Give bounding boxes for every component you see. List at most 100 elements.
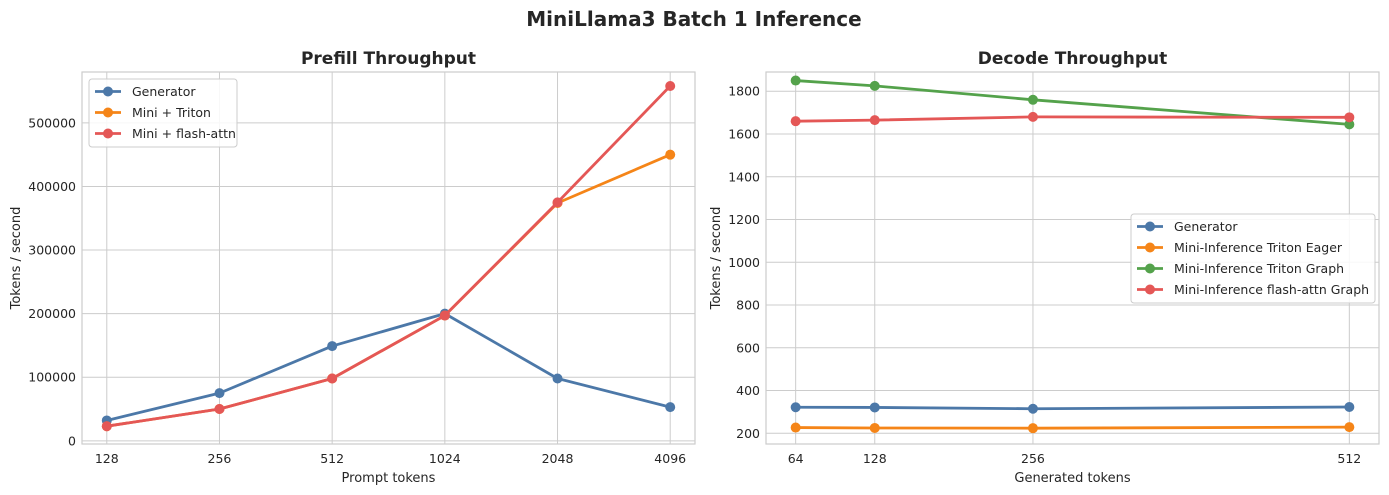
data-point	[552, 373, 563, 384]
series-mini-inference-triton-graph	[790, 75, 1355, 130]
series-line	[794, 425, 1351, 430]
data-point	[790, 422, 801, 433]
series-generator	[101, 308, 676, 426]
legend-label: Generator	[1174, 219, 1238, 234]
x-tick-label: 2048	[542, 451, 574, 466]
legend-entry: Mini + Triton	[95, 105, 211, 120]
plot-frame	[81, 71, 696, 445]
grid	[766, 72, 1379, 444]
legend-label: Mini-Inference Triton Eager	[1174, 240, 1343, 255]
y-tick-label: 1000	[728, 255, 760, 270]
legend-marker	[103, 86, 113, 97]
data-point	[327, 341, 338, 352]
legend-entry: Generator	[1137, 219, 1238, 234]
data-point	[665, 402, 676, 413]
legend-entry: Mini-Inference Triton Eager	[1137, 240, 1343, 255]
data-point	[869, 402, 880, 413]
x-tick-label: 1024	[429, 451, 461, 466]
legend-marker	[1145, 263, 1155, 274]
decode-throughput-chart: 64 128 256 512 200 400 600 800 1000 1200 1400 1600 1…	[709, 49, 1380, 486]
y-tick-label: 600	[736, 340, 760, 355]
series-line	[794, 405, 1351, 411]
x-tick-label: 512	[320, 451, 344, 466]
legend-box	[1130, 213, 1376, 304]
x-axis-label: Generated tokens	[1014, 471, 1130, 486]
series-mini-triton	[101, 149, 676, 432]
x-tick-label: 256	[208, 451, 232, 466]
plot-frame	[765, 71, 1380, 445]
y-tick-label: 100000	[28, 370, 76, 385]
legend-marker	[103, 128, 113, 139]
figure-title: MiniLlama3 Batch 1 Inference	[526, 7, 861, 31]
data-point	[790, 116, 801, 127]
legend-label: Mini-Inference flash-attn Graph	[1174, 282, 1369, 297]
x-tick-label: 4096	[654, 451, 686, 466]
series-line	[105, 312, 672, 422]
y-tick-label: 0	[68, 433, 76, 448]
x-tick-label: 128	[95, 451, 119, 466]
legend-entry: Mini-Inference flash-attn Graph	[1137, 282, 1369, 297]
y-tick-label: 200000	[28, 306, 76, 321]
data-point	[1027, 403, 1038, 414]
x-axis-label: Prompt tokens	[342, 471, 436, 486]
y-tick-label: 400000	[28, 179, 76, 194]
y-tick-label: 1600	[728, 127, 760, 142]
series-mini-inference-flash-attn-graph	[790, 111, 1355, 127]
legend-marker	[1145, 221, 1155, 232]
y-tick-label: 300000	[28, 243, 76, 258]
series-line	[794, 79, 1351, 126]
data-point	[1027, 94, 1038, 105]
data-point	[1027, 111, 1038, 122]
data-point	[327, 373, 338, 384]
data-point	[552, 197, 563, 208]
legend-marker	[103, 107, 113, 118]
series-line	[105, 84, 672, 428]
legend-label: Mini + Triton	[132, 105, 211, 120]
legend-label: Mini-Inference Triton Graph	[1174, 261, 1344, 276]
y-tick-label: 800	[736, 298, 760, 313]
legend-entry: Mini-Inference Triton Graph	[1137, 261, 1344, 276]
data-point	[790, 402, 801, 413]
series-mini-inference-triton-eager	[790, 422, 1355, 434]
data-point	[1344, 422, 1355, 433]
legend-box	[88, 78, 238, 148]
y-tick-label: 1200	[728, 212, 760, 227]
series-generator	[790, 402, 1355, 414]
data-point	[869, 80, 880, 91]
series-line	[794, 115, 1351, 123]
data-point	[1027, 423, 1038, 434]
prefill-throughput-chart: 128 256 512 1024 2048 4096 0 100000 200000 300000…	[9, 49, 696, 486]
y-axis-label: Tokens / second	[709, 207, 724, 311]
data-point	[214, 404, 225, 415]
y-tick-label: 1800	[728, 84, 760, 99]
data-point	[439, 310, 450, 321]
data-point	[665, 80, 676, 91]
chart-title: Decode Throughput	[978, 49, 1168, 69]
data-point	[869, 422, 880, 433]
data-point	[214, 388, 225, 399]
legend: Generator Mini-Inference Triton Eager Mini…	[1130, 213, 1376, 304]
data-point	[1344, 119, 1355, 130]
data-point	[790, 75, 801, 86]
chart-title: Prefill Throughput	[301, 49, 476, 69]
data-point	[665, 149, 676, 160]
y-tick-label: 200	[736, 426, 760, 441]
legend-entry: Mini + flash-attn	[95, 126, 236, 141]
legend-label: Mini + flash-attn	[132, 126, 236, 141]
legend-entry: Generator	[95, 84, 196, 99]
legend: Generator Mini + Triton Mini + flash-attn	[88, 78, 238, 148]
x-tick-label: 128	[863, 451, 887, 466]
y-axis-label: Tokens / second	[9, 207, 24, 311]
legend-label: Generator	[132, 84, 196, 99]
series-mini-flash-attn	[101, 80, 676, 432]
y-tick-label: 500000	[28, 115, 76, 130]
legend-marker	[1145, 284, 1155, 295]
data-point	[869, 115, 880, 126]
data-point	[1344, 112, 1355, 123]
data-point	[101, 421, 112, 432]
x-tick-label: 256	[1021, 451, 1045, 466]
y-tick-label: 1400	[728, 169, 760, 184]
x-tick-label: 64	[788, 451, 804, 466]
x-tick-label: 512	[1337, 451, 1361, 466]
